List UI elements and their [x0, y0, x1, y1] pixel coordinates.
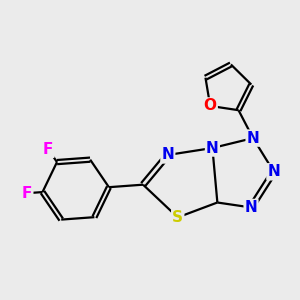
Text: S: S	[172, 210, 183, 225]
Text: F: F	[22, 186, 32, 201]
Text: O: O	[204, 98, 217, 113]
Text: F: F	[43, 142, 53, 157]
Text: N: N	[161, 148, 174, 163]
Text: N: N	[206, 140, 219, 155]
Text: N: N	[247, 130, 260, 146]
Text: N: N	[268, 164, 280, 179]
Text: N: N	[245, 200, 257, 215]
